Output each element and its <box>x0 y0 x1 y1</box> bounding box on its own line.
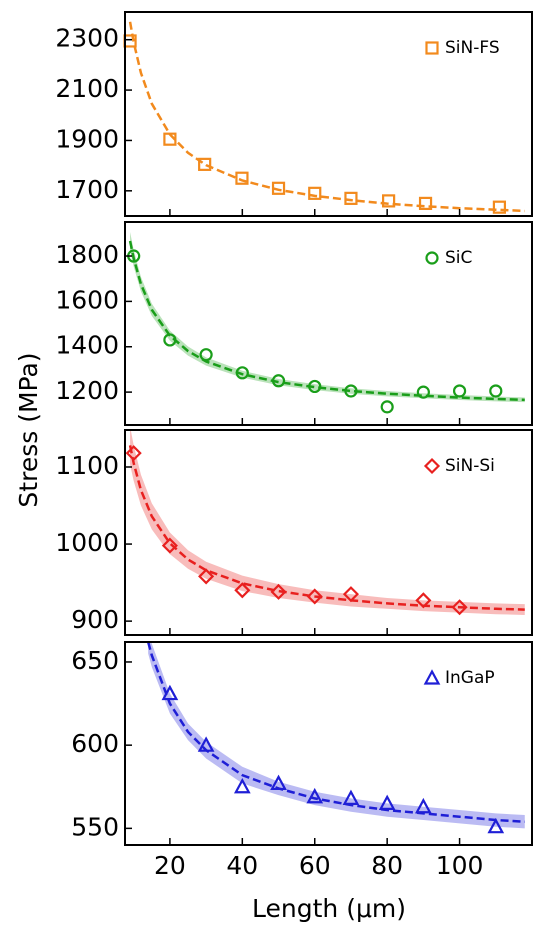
legend-marker <box>423 669 441 685</box>
marker <box>199 348 213 362</box>
marker <box>451 599 468 616</box>
fit-line <box>128 445 525 611</box>
y-tick-label: 1600 <box>55 285 119 314</box>
y-tick-label: 1200 <box>55 376 119 405</box>
y-axis-label: Stress (MPa) <box>14 352 43 507</box>
legend-marker <box>425 251 439 265</box>
marker <box>198 568 215 585</box>
marker <box>378 794 396 811</box>
marker <box>415 592 432 609</box>
marker <box>161 684 179 701</box>
fit-line <box>128 240 525 402</box>
marker <box>342 586 360 603</box>
plot-area <box>128 430 525 615</box>
marker <box>308 186 322 200</box>
marker <box>489 384 503 398</box>
y-tick-label: 1400 <box>55 331 119 360</box>
x-tick-label: 80 <box>371 851 403 880</box>
y-tick-label: 600 <box>71 729 119 758</box>
fit-line <box>128 21 525 213</box>
legend-label: SiC <box>445 248 472 268</box>
y-tick-label: 900 <box>71 605 119 634</box>
marker <box>382 194 396 208</box>
panel-frame <box>124 221 533 426</box>
y-tick-label: 1900 <box>55 124 119 153</box>
marker <box>308 379 322 394</box>
y-tick-label: 1800 <box>55 240 119 269</box>
marker <box>380 400 394 414</box>
x-tick-label: 20 <box>154 851 186 880</box>
legend-label: SiN-FS <box>445 38 500 58</box>
x-axis-label: Length (μm) <box>252 894 406 923</box>
marker <box>161 537 178 554</box>
marker <box>306 787 324 804</box>
y-tick-label: 1700 <box>55 175 119 204</box>
y-tick-label: 2100 <box>55 74 119 103</box>
x-tick-label: 100 <box>436 851 484 880</box>
y-tick-label: 1000 <box>55 528 119 557</box>
legend-label: SiN-Si <box>445 456 495 476</box>
plot-area <box>146 642 525 829</box>
marker <box>415 797 432 814</box>
y-tick-label: 550 <box>71 812 119 841</box>
marker <box>344 191 358 205</box>
marker <box>163 333 177 347</box>
marker <box>270 774 287 791</box>
marker <box>487 817 505 834</box>
plot-area <box>128 21 525 213</box>
confidence-band <box>130 430 525 615</box>
marker <box>234 582 251 599</box>
marker <box>306 588 323 605</box>
panel-frame <box>124 641 533 846</box>
marker <box>197 736 215 752</box>
marker <box>342 789 360 806</box>
panel-frame <box>124 11 533 217</box>
fit-line <box>146 642 525 823</box>
marker <box>271 374 286 388</box>
x-tick-label: 60 <box>299 851 331 880</box>
y-tick-label: 650 <box>71 646 119 675</box>
marker <box>271 181 286 195</box>
marker <box>452 384 467 398</box>
y-tick-label: 2300 <box>55 24 119 53</box>
marker <box>125 445 142 462</box>
marker <box>233 777 251 794</box>
legend-label: InGaP <box>445 668 495 688</box>
marker <box>418 196 433 211</box>
plot-area <box>128 231 525 403</box>
marker <box>492 200 507 214</box>
legend-marker <box>425 41 439 55</box>
marker <box>344 384 358 398</box>
marker <box>198 157 212 171</box>
panel-frame <box>124 429 533 636</box>
y-tick-label: 1100 <box>55 451 119 480</box>
marker <box>235 366 249 380</box>
marker <box>163 132 177 146</box>
legend-marker <box>423 457 441 475</box>
marker <box>416 385 430 399</box>
confidence-band <box>148 642 525 829</box>
marker <box>235 171 249 185</box>
x-tick-label: 40 <box>226 851 258 880</box>
marker <box>270 583 287 600</box>
